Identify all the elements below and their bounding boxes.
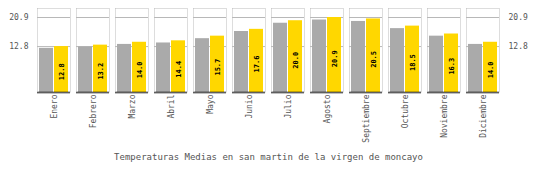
svg-text:18.5: 18.5 — [409, 54, 417, 71]
svg-text:14.0: 14.0 — [136, 61, 144, 78]
svg-text:12.8: 12.8 — [58, 63, 66, 80]
svg-text:Enero: Enero — [50, 94, 59, 118]
svg-text:16.3: 16.3 — [448, 58, 456, 75]
svg-text:12.8: 12.8 — [509, 42, 528, 51]
svg-text:Febrero: Febrero — [89, 94, 98, 128]
svg-text:Noviembre: Noviembre — [440, 94, 449, 138]
svg-text:20.9: 20.9 — [9, 13, 28, 22]
svg-text:20.5: 20.5 — [370, 51, 378, 68]
svg-text:Junio: Junio — [245, 94, 254, 118]
svg-text:Abril: Abril — [167, 94, 176, 118]
svg-text:Julio: Julio — [284, 94, 293, 118]
svg-text:Octubre: Octubre — [401, 94, 410, 128]
svg-text:20.0: 20.0 — [292, 52, 300, 69]
svg-text:Mayo: Mayo — [206, 94, 215, 113]
svg-text:14.4: 14.4 — [175, 61, 183, 78]
html-text:Temperaturas Medias en san mar: Temperaturas Medias en san martin de la … — [114, 152, 423, 162]
svg-text:Agosto: Agosto — [323, 94, 332, 123]
svg-text:20.9: 20.9 — [509, 13, 528, 22]
svg-text:Diciembre: Diciembre — [479, 94, 488, 138]
svg-text:14.0: 14.0 — [487, 61, 495, 78]
svg-text:Marzo: Marzo — [128, 94, 137, 118]
svg-text:Septiembre: Septiembre — [362, 94, 371, 142]
svg-text:12.8: 12.8 — [9, 42, 28, 51]
svg-text:17.6: 17.6 — [253, 56, 261, 73]
svg-text:20.9: 20.9 — [331, 50, 339, 67]
svg-text:13.2: 13.2 — [97, 63, 105, 80]
svg-text:15.7: 15.7 — [214, 59, 222, 76]
